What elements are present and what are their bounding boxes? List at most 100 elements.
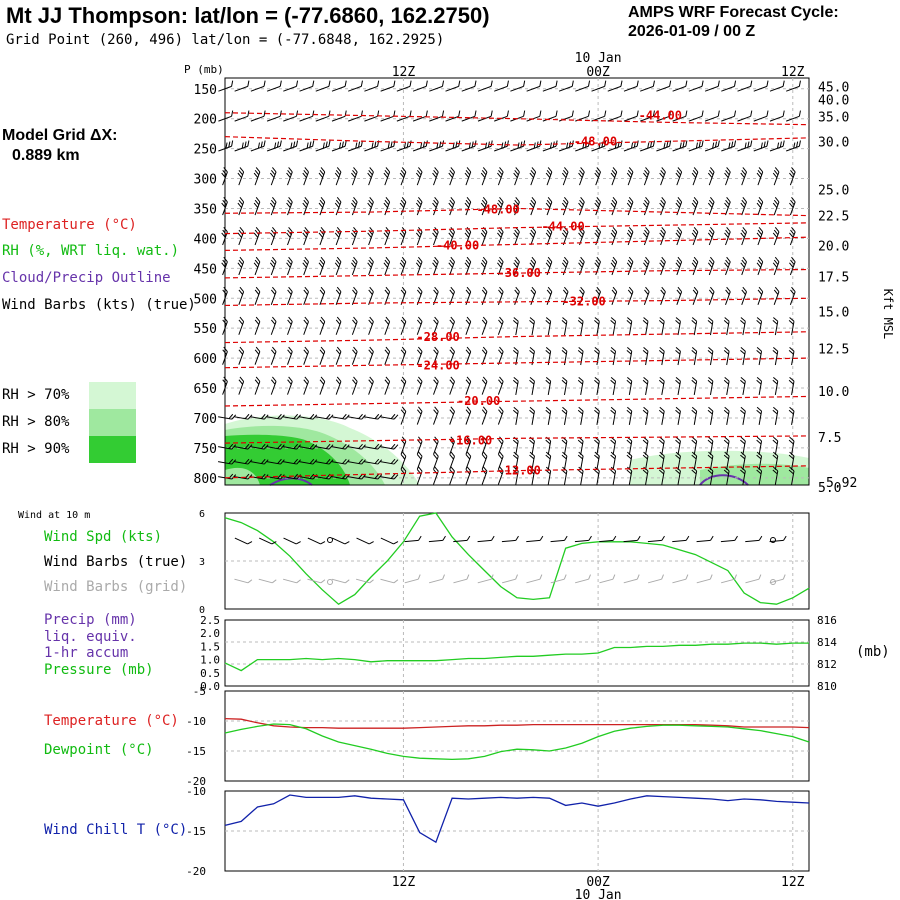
isotherm-line [224,297,810,307]
wind-barb-staff [461,115,476,122]
wind-barb-grid-staff [331,578,346,584]
wind-barb-flag [788,349,794,355]
wind-barb-flag [390,458,396,464]
wind-barb-staff [645,410,649,425]
legend-temperature: Temperature (°C) [2,217,137,233]
wind-barb-flag [228,458,234,464]
wind-barb-staff [726,351,730,366]
wind-barb [756,256,764,276]
wind-barb-flag [626,232,632,238]
wind-barb-flag [529,454,535,460]
wind-barb-flag [545,202,551,208]
wind-barb-staff [384,171,391,186]
isotherm-line [224,331,810,344]
wind-barb-grid-staff [696,578,711,584]
wind-barb [477,110,493,122]
wind-barb-flag [790,169,795,176]
wind-barb-flag [449,454,454,460]
wind-barb-10m-staff [380,537,394,545]
wind-barb [542,110,558,122]
wind-barb-staff [612,351,617,366]
wind-barb [610,466,617,485]
wind-barb-flag [645,286,650,292]
wind-barb [286,167,293,186]
wind-barb-flag [481,379,487,385]
wind-barb-staff [709,321,714,336]
wind-barb-staff [481,381,488,395]
wind-barb-flag [367,172,372,178]
wind-barb-flag [529,439,535,445]
wind-barb-flag [384,379,389,385]
wind-barb [562,286,569,306]
wind-barb-staff [254,231,261,246]
wind-barb-10m-flag [612,535,617,541]
wind-barb-staff [742,321,746,336]
wind-barb-staff [433,471,439,485]
wind-barb-flag [660,289,665,295]
wind-barb-flag [385,197,391,203]
wind-barb [691,376,698,396]
wind-barb-staff [234,461,249,465]
wind-barb-staff [769,115,784,122]
wind-barb-flag [578,232,583,238]
wind-barb [512,376,519,396]
wind-barb [594,197,601,216]
wind-barb-staff [742,351,746,366]
wind-barb [724,226,731,246]
wind-barb-flag [562,169,568,176]
wind-barb-flag [303,349,308,355]
wind-barb-flag [320,286,326,292]
wind-barb-flag [287,349,292,355]
wind-barb [286,256,293,276]
wind-barb-staff [481,456,488,470]
wind-barb-flag [221,262,226,268]
wind-barb [529,376,535,396]
wind-barb-flag [642,469,648,475]
wind-barb-flag [222,289,227,295]
wind-barb-staff [380,145,394,152]
wind-barb-staff [351,351,358,365]
wind-barb-flag [416,454,422,460]
wind-barb-flag [498,349,503,355]
wind-barb-staff [497,456,504,470]
wind-barb-staff [347,461,362,465]
wind-barb-flag [594,172,599,178]
wind-barb [561,376,568,396]
wind-barb-flag [523,80,526,87]
wind-barb-flag [449,349,454,355]
wind-barb-staff [709,455,714,470]
wind-barb-flag [788,379,794,385]
wind-barb [510,140,526,152]
wind-barb [331,443,350,450]
wind-barb-grid-staff [501,578,516,584]
wind-barb-staff [531,440,535,455]
wind-barb-staff [692,231,699,246]
wind-barb-flag [798,140,801,147]
wind-barb-flag [418,406,423,412]
wind-barb-10m-staff [623,539,638,543]
wind-barb [415,256,423,276]
wind-barb [561,317,568,336]
wind-barb-staff [773,291,780,306]
wind-barb [218,110,234,122]
wind-barb-flag [358,413,363,419]
wind-barb [283,110,299,122]
wind-barb-flag [433,409,438,415]
wind-barb-flag [513,172,518,178]
wind-barb-flag [433,169,438,176]
wind-barb [266,80,282,92]
wind-barb-staff [416,456,423,470]
wind-barb-staff [757,171,764,186]
wind-barb [396,110,412,122]
wind-barb-staff [218,85,232,92]
wind-barb-flag [580,167,585,173]
wind-barb [335,316,342,335]
wind-barb-flag [577,320,583,325]
wind-barb-staff [364,145,378,152]
wind-barb-flag [368,349,373,355]
wind-barb [672,110,688,122]
wind-barb-flag [774,197,780,203]
wind-barb-staff [433,231,439,246]
wind-barb-flag [432,262,437,268]
wind-barb [675,347,681,366]
